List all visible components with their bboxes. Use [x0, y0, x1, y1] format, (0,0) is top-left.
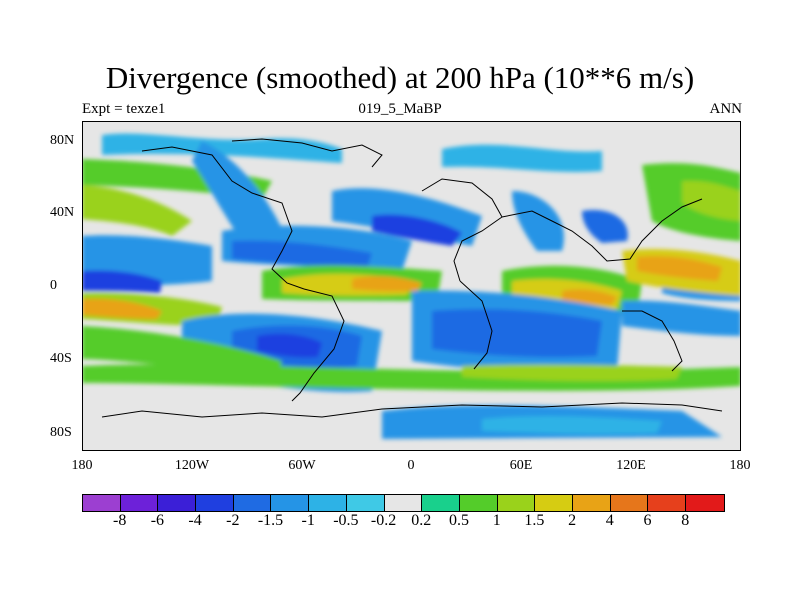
colorbar-swatch-7	[346, 495, 385, 511]
lat-tick-eq: 0	[50, 278, 57, 293]
lon-tick-0: 0	[407, 458, 415, 473]
colorbar-label: 0.2	[411, 512, 432, 529]
colorbar-swatch-10	[459, 495, 498, 511]
colorbar-label: 1.5	[524, 512, 545, 529]
lon-tick-180w: 180	[71, 458, 93, 473]
lat-tick-40n: 40N	[50, 205, 75, 220]
lon-tick-60e: 60E	[509, 458, 533, 473]
colorbar-label: 8	[681, 512, 690, 529]
divergence-map	[82, 121, 741, 451]
colorbar-swatch-0	[83, 495, 121, 511]
colorbar-swatch-9	[422, 495, 460, 511]
colorbar-label: -8	[113, 512, 127, 529]
colorbar-label: 4	[605, 512, 614, 529]
colorbar-swatch-13	[572, 495, 611, 511]
colorbar-label: 0.5	[449, 512, 469, 529]
colorbar-label: -6	[150, 512, 165, 529]
colorbar-swatch-11	[497, 495, 536, 511]
colorbar-swatch-2	[158, 495, 197, 511]
experiment-label: Expt = texze1	[82, 101, 166, 117]
map-field	[82, 133, 741, 439]
colorbar-label: 6	[643, 512, 652, 529]
colorbar-label: 2	[568, 512, 577, 529]
colorbar-label: -4	[188, 512, 202, 529]
season-label: ANN	[709, 101, 743, 117]
colorbar-swatch-16	[686, 495, 724, 511]
lon-tick-120w: 120W	[174, 458, 210, 473]
colorbar-label: -2	[226, 512, 240, 529]
colorbar-label: -0.5	[333, 512, 359, 529]
colorbar-swatch-4	[233, 495, 272, 511]
lon-tick-180e: 180	[729, 458, 751, 473]
colorbar	[82, 494, 725, 512]
colorbar-label: -0.2	[370, 512, 397, 529]
lat-tick-40s: 40S	[50, 351, 72, 366]
colorbar-swatch-6	[309, 495, 347, 511]
colorbar-swatch-8	[384, 495, 423, 511]
plot-title: Divergence (smoothed) at 200 hPa (10**6 …	[105, 60, 695, 95]
lon-tick-120e: 120E	[616, 458, 646, 473]
colorbar-label: -1.5	[257, 512, 284, 529]
colorbar-swatch-1	[120, 495, 159, 511]
lat-tick-80n: 80N	[50, 133, 75, 148]
colorbar-label: 1	[492, 512, 501, 529]
lat-tick-80s: 80S	[50, 425, 72, 440]
colorbar-swatch-3	[196, 495, 234, 511]
colorbar-swatch-14	[610, 495, 649, 511]
lon-tick-60w: 60W	[288, 458, 316, 473]
colorbar-label: -1	[301, 512, 315, 529]
case-label: 019_5_MaBP	[358, 101, 442, 117]
colorbar-swatch-12	[535, 495, 573, 511]
colorbar-swatch-15	[648, 495, 686, 511]
colorbar-swatch-5	[271, 495, 310, 511]
